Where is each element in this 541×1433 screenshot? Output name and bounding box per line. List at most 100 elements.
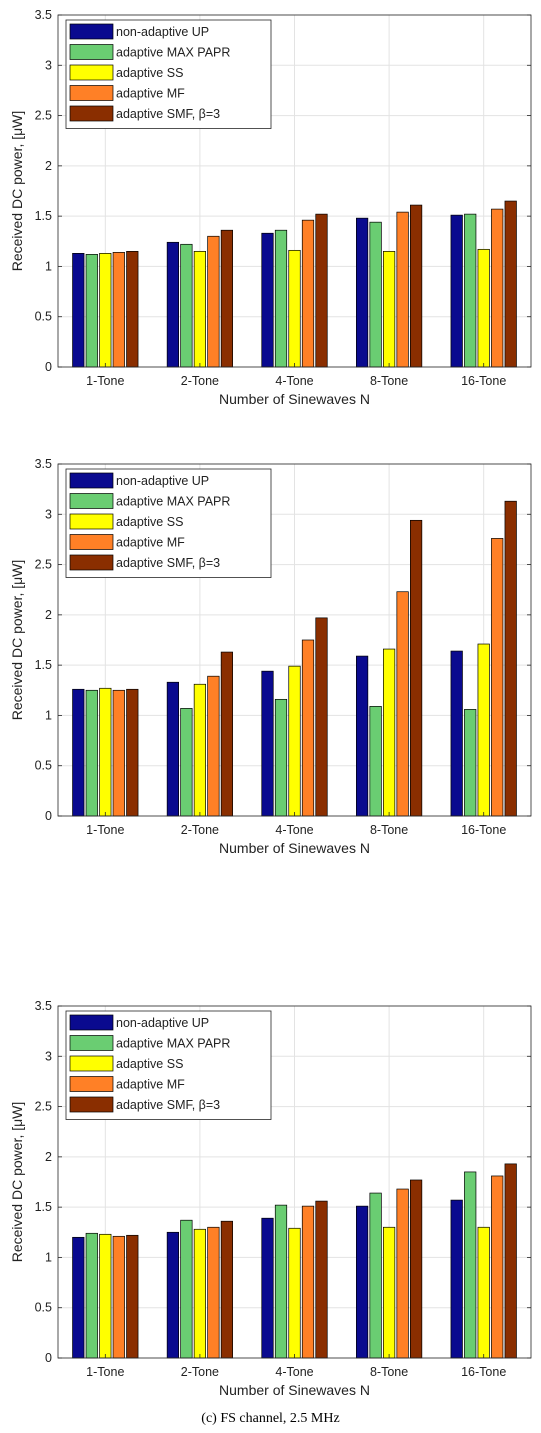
x-tick-label-4-tone: 4-Tone — [275, 374, 313, 388]
y-tick-label: 1.5 — [35, 658, 52, 672]
y-tick-label: 1.5 — [35, 1200, 52, 1214]
x-axis-label: Number of Sinewaves N — [219, 840, 370, 856]
legend-label: adaptive MAX PAPR — [116, 495, 230, 509]
y-tick-label: 3.5 — [35, 999, 52, 1013]
legend-label: adaptive SMF, β=3 — [116, 556, 220, 570]
y-tick-label: 3 — [45, 507, 52, 521]
y-tick-label: 3 — [45, 1049, 52, 1063]
bar-adaptive-smf-3-8-tone — [410, 204, 423, 368]
bar-adaptive-mf-16-tone — [491, 208, 504, 368]
x-tick-label-1-tone: 1-Tone — [86, 374, 124, 388]
y-tick-label: 0.5 — [35, 1301, 52, 1315]
legend-label: non-adaptive UP — [116, 1016, 209, 1030]
bar-adaptive-mf-8-tone — [396, 1188, 409, 1359]
bar-adaptive-mf-16-tone — [491, 538, 504, 817]
bar-adaptive-ss-2-tone — [193, 683, 206, 817]
x-tick-label-16-tone: 16-Tone — [461, 374, 506, 388]
y-tick-label: 3.5 — [35, 457, 52, 471]
legend-swatch — [69, 23, 114, 40]
legend-label: adaptive SS — [116, 515, 183, 529]
bar-adaptive-smf-3-16-tone — [504, 200, 517, 368]
y-tick-label: 1.5 — [35, 209, 52, 223]
bar-adaptive-mf-2-tone — [207, 1226, 220, 1359]
bar-adaptive-mf-4-tone — [301, 639, 315, 817]
x-tick-label-8-tone: 8-Tone — [370, 823, 408, 837]
bar-adaptive-ss-4-tone — [288, 249, 301, 368]
bar-adaptive-ss-4-tone — [288, 665, 301, 817]
y-axis-label: Received DC power, [μW] — [9, 1102, 25, 1263]
bar-adaptive-smf-3-2-tone — [220, 651, 233, 817]
legend-swatch — [69, 493, 114, 509]
bar-adaptive-max-papr-8-tone — [369, 221, 382, 368]
bar-adaptive-smf-3-2-tone — [220, 1220, 233, 1359]
x-tick-label-16-tone: 16-Tone — [461, 1365, 506, 1379]
chart-panel-1: 0 0.5 1 1.5 2 2.5 3 3.5 1-Tone 2-Tone 4-Tone 8-Tone… — [9, 8, 532, 407]
panel-caption: (c) FS channel, 2.5 MHz — [201, 1411, 339, 1426]
bar-adaptive-max-papr-4-tone — [274, 229, 288, 368]
x-tick-label-8-tone: 8-Tone — [370, 374, 408, 388]
y-tick-label: 0 — [45, 360, 52, 374]
y-tick-label: 2 — [45, 1150, 52, 1164]
bar-adaptive-mf-16-tone — [491, 1175, 504, 1359]
legend-label: adaptive SMF, β=3 — [116, 107, 220, 121]
bar-non-adaptive-up-2-tone — [166, 681, 179, 817]
y-tick-label: 1 — [45, 708, 52, 722]
bar-adaptive-ss-8-tone — [383, 250, 396, 368]
y-tick-label: 0 — [45, 1351, 52, 1365]
bar-adaptive-mf-4-tone — [301, 219, 315, 368]
bar-non-adaptive-up-8-tone — [356, 655, 369, 817]
bar-non-adaptive-up-2-tone — [166, 241, 179, 368]
bar-adaptive-ss-1-tone — [99, 687, 112, 817]
bar-adaptive-max-papr-16-tone — [464, 213, 477, 368]
bar-adaptive-mf-1-tone — [112, 251, 125, 368]
bar-adaptive-max-papr-1-tone — [85, 254, 98, 368]
bar-adaptive-smf-3-16-tone — [504, 500, 517, 817]
legend-swatch — [69, 85, 114, 101]
legend-swatch — [69, 1096, 114, 1113]
legend-swatch — [69, 1035, 114, 1051]
legend-swatch — [69, 534, 114, 550]
bar-adaptive-max-papr-4-tone — [274, 698, 288, 817]
bar-adaptive-ss-1-tone — [99, 1233, 112, 1359]
legend-swatch — [69, 1014, 114, 1031]
legend-swatch — [69, 513, 114, 530]
bar-adaptive-ss-2-tone — [193, 250, 206, 368]
bar-adaptive-ss-8-tone — [383, 648, 396, 817]
bar-adaptive-mf-1-tone — [112, 689, 125, 817]
legend-label: adaptive SS — [116, 1057, 183, 1071]
bar-non-adaptive-up-4-tone — [261, 232, 274, 368]
bar-adaptive-max-papr-16-tone — [464, 709, 477, 817]
legend-label: adaptive MAX PAPR — [116, 1037, 230, 1051]
bar-adaptive-ss-16-tone — [477, 248, 490, 368]
bar-adaptive-max-papr-1-tone — [85, 1232, 98, 1359]
y-tick-label: 0 — [45, 809, 52, 823]
legend-swatch — [69, 64, 114, 81]
bar-adaptive-smf-3-1-tone — [126, 1234, 139, 1359]
bar-non-adaptive-up-4-tone — [261, 1217, 274, 1359]
x-tick-label-1-tone: 1-Tone — [86, 1365, 124, 1379]
y-tick-label: 2 — [45, 159, 52, 173]
legend-label: adaptive SMF, β=3 — [116, 1098, 220, 1112]
bar-adaptive-mf-4-tone — [301, 1205, 315, 1359]
bar-adaptive-ss-1-tone — [99, 253, 112, 368]
legend-swatch — [69, 554, 114, 571]
bar-adaptive-smf-3-4-tone — [315, 617, 328, 817]
bar-non-adaptive-up-1-tone — [72, 253, 85, 368]
legend-label: adaptive SS — [116, 66, 183, 80]
y-tick-label: 0.5 — [35, 759, 52, 773]
bar-adaptive-smf-3-1-tone — [126, 688, 139, 817]
bar-adaptive-ss-2-tone — [193, 1228, 206, 1359]
bar-adaptive-max-papr-8-tone — [369, 706, 382, 817]
bar-adaptive-mf-8-tone — [396, 211, 409, 368]
x-tick-label-2-tone: 2-Tone — [181, 823, 219, 837]
bar-non-adaptive-up-8-tone — [356, 217, 369, 368]
bar-adaptive-mf-1-tone — [112, 1235, 125, 1359]
bar-adaptive-smf-3-8-tone — [410, 519, 423, 817]
y-tick-label: 2.5 — [35, 109, 52, 123]
y-tick-label: 2 — [45, 608, 52, 622]
bar-adaptive-ss-16-tone — [477, 643, 490, 817]
bar-adaptive-max-papr-16-tone — [464, 1171, 477, 1359]
legend-label: adaptive MF — [116, 536, 185, 550]
chart-panel-2: 0 0.5 1 1.5 2 2.5 3 3.5 1-Tone 2-Tone 4-Tone 8-Tone… — [9, 457, 532, 856]
